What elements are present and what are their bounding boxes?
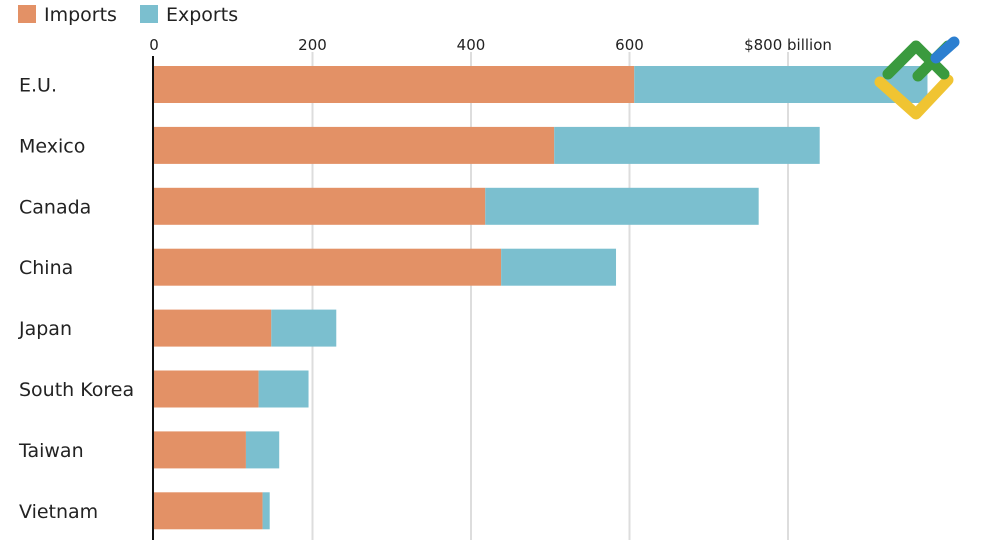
x-tick-label: 0: [149, 36, 159, 54]
bar-imports-china: [154, 248, 502, 286]
x-tick-label: 600: [615, 36, 644, 54]
category-label: Japan: [18, 318, 72, 340]
legend-swatch-exports: [140, 5, 158, 23]
bar-layer: [154, 66, 928, 530]
legend-label-exports: Exports: [166, 4, 238, 26]
category-label: E.U.: [19, 75, 57, 97]
logo-yellow-chevron: [874, 74, 954, 120]
bar-imports-south-korea: [154, 370, 259, 408]
bar-exports-vietnam: [262, 492, 270, 530]
bar-imports-taiwan: [154, 431, 246, 469]
brand-logo: [874, 36, 960, 120]
bar-imports-vietnam: [154, 492, 263, 530]
logo-blue-stroke: [930, 36, 960, 64]
bar-exports-japan: [271, 309, 337, 347]
bar-imports-e-u: [154, 66, 635, 103]
legend: Imports Exports: [18, 4, 238, 26]
category-label: South Korea: [19, 379, 134, 401]
bar-imports-mexico: [154, 126, 555, 164]
bar-imports-canada: [154, 187, 486, 225]
x-tick-label: $800 billion: [744, 36, 832, 54]
category-label: Mexico: [19, 135, 85, 157]
x-tick-label: 400: [457, 36, 486, 54]
legend-swatch-imports: [18, 5, 36, 23]
axis-layer: 0 200 400 600 $800 billion E.U. Mexico Canada Ch…: [18, 36, 832, 540]
category-label: Taiwan: [18, 440, 84, 462]
bar-exports-canada: [485, 187, 759, 225]
bar-imports-japan: [154, 309, 272, 347]
bar-exports-taiwan: [245, 431, 280, 469]
bar-exports-china: [501, 248, 617, 286]
category-label: China: [19, 257, 73, 279]
category-label: Canada: [19, 196, 91, 218]
grid-layer: [311, 52, 789, 540]
bar-exports-mexico: [554, 126, 820, 164]
x-tick-label: 200: [298, 36, 327, 54]
legend-label-imports: Imports: [44, 4, 117, 26]
category-label: Vietnam: [19, 501, 98, 523]
bar-exports-south-korea: [258, 370, 309, 408]
